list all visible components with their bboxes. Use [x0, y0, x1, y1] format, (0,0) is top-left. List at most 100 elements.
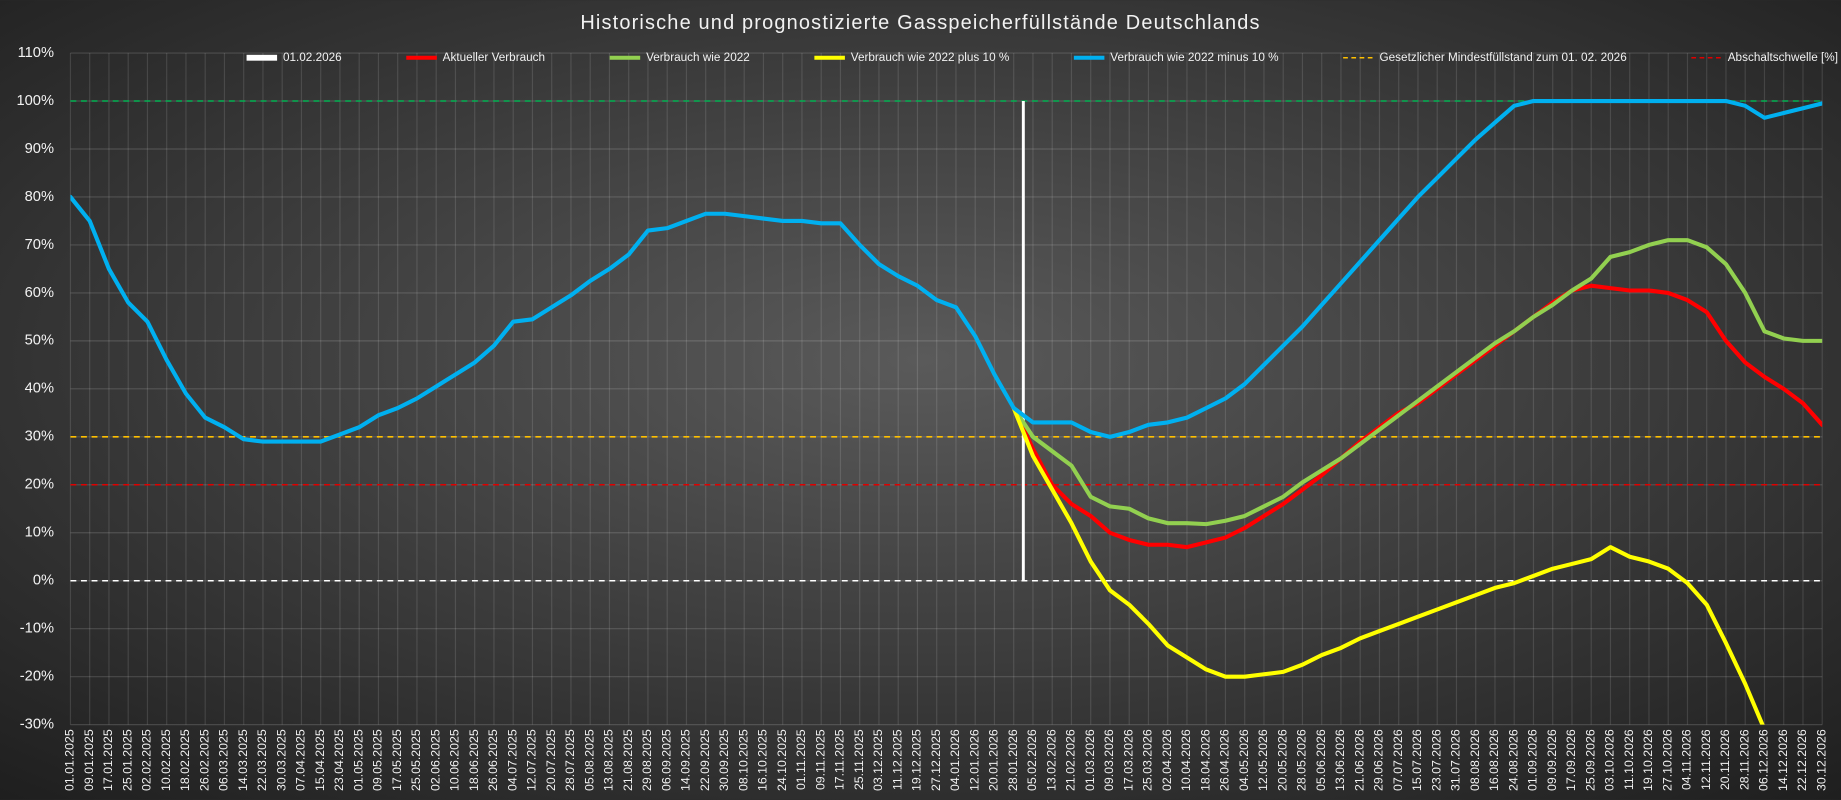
x-tick-label: 24.10.2025	[775, 729, 789, 791]
x-tick-label: 09.09.2026	[1545, 729, 1559, 791]
y-tick-label: 20%	[25, 477, 54, 493]
x-tick-label: 10.02.2025	[159, 729, 173, 791]
x-tick-label: 17.11.2025	[833, 729, 847, 790]
x-tick-label: 29.06.2026	[1372, 729, 1386, 791]
x-tick-label: 10.04.2026	[1179, 729, 1193, 791]
legend-label: Verbrauch wie 2022 minus 10 %	[1110, 51, 1279, 64]
legend-label: 01.02.2026	[283, 51, 342, 64]
x-tick-label: 06.03.2025	[217, 729, 231, 791]
x-tick-label: 09.03.2026	[1102, 729, 1116, 791]
y-tick-label: 80%	[25, 189, 54, 205]
x-tick-label: 20.07.2025	[544, 729, 558, 791]
x-tick-label: 21.06.2026	[1352, 729, 1366, 791]
x-tick-label: 07.04.2025	[294, 729, 308, 791]
x-tick-label: 30.09.2025	[717, 729, 731, 791]
x-tick-label: 13.08.2025	[602, 729, 616, 791]
y-tick-label: 30%	[25, 429, 54, 445]
x-tick-label: 17.09.2026	[1564, 729, 1578, 791]
x-tick-label: 28.01.2026	[1006, 729, 1020, 791]
legend-label: Verbrauch wie 2022	[646, 51, 750, 64]
x-tick-label: 30.12.2026	[1814, 729, 1828, 791]
x-tick-label: 02.06.2025	[428, 729, 442, 791]
legend-label: Abschaltschwelle [%]	[1728, 51, 1838, 64]
x-tick-label: 20.05.2026	[1275, 729, 1289, 791]
x-tick-label: 22.03.2025	[255, 729, 269, 791]
y-tick-label: -10%	[20, 621, 54, 637]
x-tick-label: 18.06.2025	[467, 729, 481, 791]
x-tick-label: 01.03.2026	[1083, 729, 1097, 791]
x-tick-label: 25.01.2025	[120, 729, 134, 791]
legend-swatch	[246, 54, 278, 61]
axes: 01.01.2025 09.01.2025 17.01.2025 25.01.2025…	[17, 45, 1829, 791]
x-tick-label: 09.05.2025	[371, 729, 385, 791]
x-tick-label: 30.03.2025	[274, 729, 288, 791]
legend-label: Gesetzlicher Mindestfüllstand zum 01. 02…	[1380, 51, 1628, 64]
grid	[69, 52, 1823, 726]
x-tick-label: 05.08.2025	[582, 729, 596, 791]
x-tick-label: 04.11.2026	[1680, 729, 1694, 790]
x-tick-label: 12.01.2026	[967, 729, 981, 791]
x-tick-label: 28.07.2025	[563, 729, 577, 791]
x-tick-label: 04.01.2026	[948, 729, 962, 791]
x-tick-label: 07.07.2026	[1391, 729, 1405, 791]
x-tick-label: 25.05.2025	[409, 729, 423, 791]
x-tick-label: 25.03.2026	[1141, 729, 1155, 791]
x-tick-label: 18.02.2025	[178, 729, 192, 791]
y-tick-label: 60%	[25, 285, 54, 301]
x-tick-label: 24.08.2026	[1506, 729, 1520, 791]
x-tick-label: 10.06.2025	[448, 729, 462, 791]
x-tick-label: 17.01.2025	[101, 729, 115, 791]
x-tick-label: 09.11.2025	[813, 729, 827, 790]
x-tick-label: 09.01.2025	[82, 729, 96, 791]
x-tick-label: 15.04.2025	[313, 729, 327, 791]
y-tick-label: 90%	[25, 141, 54, 157]
x-tick-label: 01.01.2025	[63, 729, 77, 791]
series-line	[1011, 238, 1823, 527]
x-tick-label: 08.08.2026	[1468, 729, 1482, 791]
x-tick-label: 06.12.2026	[1757, 729, 1771, 791]
x-tick-label: 19.12.2025	[910, 729, 924, 791]
y-tick-label: 110%	[18, 45, 54, 61]
x-tick-label: 22.09.2025	[698, 729, 712, 791]
y-tick-label: 100%	[17, 93, 54, 109]
legend: 01.02.2026 Aktueller Verbrauch Verbrauch w…	[246, 51, 1838, 64]
x-tick-label: 29.08.2025	[640, 729, 654, 791]
x-tick-label: 12.07.2025	[525, 729, 539, 791]
x-tick-label: 08.10.2025	[736, 729, 750, 791]
x-tick-label: 12.05.2026	[1256, 729, 1270, 791]
x-tick-label: 11.12.2025	[890, 729, 904, 790]
y-tick-label: -30%	[20, 717, 54, 733]
x-tick-label: 14.12.2026	[1776, 729, 1790, 791]
x-tick-label: 14.09.2025	[679, 729, 693, 791]
x-tick-label: 17.05.2025	[390, 729, 404, 791]
x-tick-label: 25.11.2025	[852, 729, 866, 790]
y-tick-label: 50%	[25, 333, 54, 349]
y-tick-label: 70%	[25, 237, 54, 253]
x-tick-label: 03.12.2025	[871, 729, 885, 791]
x-tick-label: 02.02.2025	[140, 729, 154, 791]
x-tick-label: 26.02.2025	[197, 729, 211, 791]
x-tick-label: 22.12.2026	[1795, 729, 1809, 791]
x-tick-label: 17.03.2026	[1121, 729, 1135, 791]
series-lines	[70, 98, 1823, 725]
x-tick-label: 02.04.2026	[1160, 729, 1174, 791]
x-tick-label: 28.05.2026	[1295, 729, 1309, 791]
x-tick-label: 23.07.2026	[1429, 729, 1443, 791]
y-tick-label: 0%	[33, 573, 54, 589]
x-tick-label: 15.07.2026	[1410, 729, 1424, 791]
legend-label: Verbrauch wie 2022 plus 10 %	[851, 51, 1010, 64]
x-tick-label: 19.10.2026	[1641, 729, 1655, 791]
x-tick-label: 05.06.2026	[1314, 729, 1328, 791]
x-tick-label: 01.09.2026	[1526, 729, 1540, 791]
x-tick-label: 20.01.2026	[987, 729, 1001, 791]
x-tick-label: 23.04.2025	[332, 729, 346, 791]
x-tick-label: 01.11.2025	[794, 729, 808, 790]
x-tick-label: 27.12.2025	[929, 729, 943, 791]
x-tick-label: 27.10.2026	[1660, 729, 1674, 791]
y-tick-label: -20%	[20, 669, 54, 685]
x-tick-label: 11.10.2026	[1622, 729, 1636, 790]
x-tick-label: 05.02.2026	[1025, 729, 1039, 791]
